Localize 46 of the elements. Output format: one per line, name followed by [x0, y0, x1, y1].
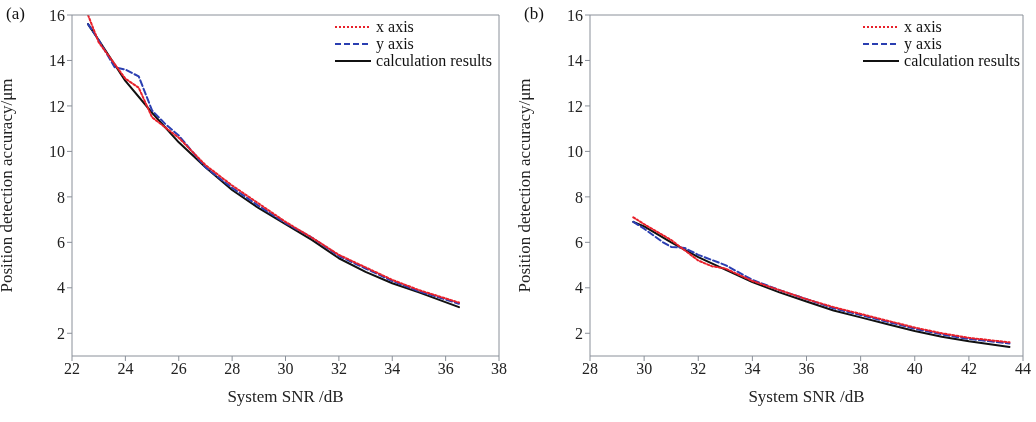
text: (a) [6, 4, 25, 24]
x-tick-label: 30 [636, 360, 653, 378]
x-tick-label: 26 [170, 360, 187, 378]
y-tick-label: 10 [567, 143, 583, 161]
x-tick-label: 40 [906, 360, 923, 378]
y-tick-label: 14 [49, 52, 65, 70]
y-axis-title: Position detection accuracy/μm [0, 78, 17, 293]
x-tick-label: 28 [582, 360, 598, 378]
x-tick-label: 30 [277, 360, 294, 378]
x-tick-label: 34 [744, 360, 761, 378]
legend-label: y axis [376, 35, 414, 52]
y-tick-label: 2 [575, 324, 583, 342]
x-tick-label: 34 [384, 360, 401, 378]
x-axis-title: System SNR /dB [748, 387, 865, 406]
y-tick-label: 4 [575, 279, 583, 297]
x-tick-label: 32 [330, 360, 347, 378]
legend-label: calculation results [904, 52, 1020, 69]
y-tick-label: 12 [567, 97, 583, 115]
x-tick-label: 36 [798, 360, 815, 378]
y-axis-title: Position detection accuracy/μm [515, 78, 535, 293]
y-tick-label: 6 [575, 234, 583, 252]
x-tick-label: 32 [690, 360, 707, 378]
legend-label: x axis [376, 18, 414, 35]
legend-label: y axis [904, 35, 942, 52]
y-tick-label: 16 [567, 6, 583, 24]
x-tick-label: 28 [224, 360, 241, 378]
y-tick-label: 8 [57, 188, 65, 206]
x-tick-label: 38 [852, 360, 869, 378]
x-tick-label: 38 [491, 360, 507, 378]
y-tick-label: 16 [49, 6, 65, 24]
y-tick-label: 2 [57, 324, 65, 342]
y-tick-label: 8 [575, 188, 583, 206]
y-tick-label: 14 [567, 52, 583, 70]
x-tick-label: 36 [437, 360, 454, 378]
y-tick-label: 12 [49, 97, 65, 115]
y-tick-label: 10 [49, 143, 65, 161]
x-tick-label: 44 [1015, 360, 1031, 378]
legend-label: x axis [904, 18, 942, 35]
x-axis-title: System SNR /dB [227, 387, 344, 406]
y-tick-label: 6 [57, 234, 65, 252]
y-tick-label: 4 [57, 279, 65, 297]
x-tick-label: 22 [64, 360, 80, 378]
x-tick-label: 42 [960, 360, 977, 378]
text: (b) [524, 4, 544, 24]
legend-label: calculation results [376, 52, 492, 69]
x-tick-label: 24 [117, 360, 134, 378]
